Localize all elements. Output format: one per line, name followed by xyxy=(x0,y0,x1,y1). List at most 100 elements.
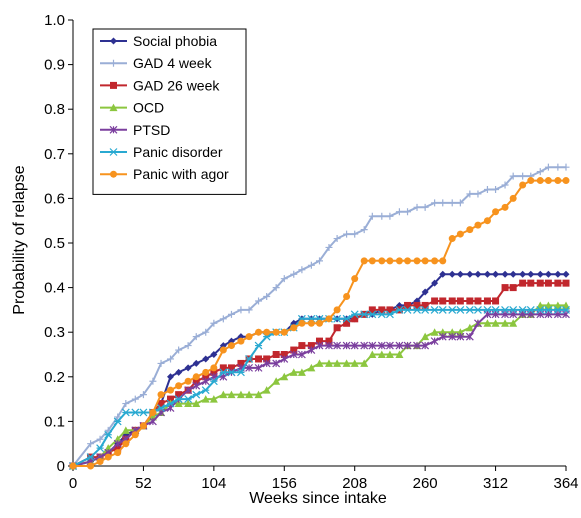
data-point-gad-4-week xyxy=(255,297,263,305)
data-point-gad-26-week xyxy=(448,297,456,305)
data-point-gad-4-week xyxy=(466,190,474,198)
data-point-gad-26-week xyxy=(431,297,439,305)
data-point-panic-with-agor xyxy=(280,328,288,336)
data-point-panic-with-agor xyxy=(413,257,421,265)
x-tick-label: 104 xyxy=(201,475,226,492)
data-point-social-phobia xyxy=(536,270,544,278)
data-point-gad-26-week xyxy=(404,301,412,309)
data-point-gad-26-week xyxy=(474,297,482,305)
data-point-social-phobia xyxy=(501,270,509,278)
data-point-panic-disorder xyxy=(544,305,553,314)
data-point-panic-with-agor xyxy=(554,177,562,185)
data-point-ptsd xyxy=(438,332,447,341)
data-point-gad-4-week xyxy=(227,310,235,318)
data-point-ptsd xyxy=(245,363,253,372)
data-point-gad-4-week xyxy=(386,212,394,220)
data-point-panic-disorder xyxy=(192,390,201,399)
data-point-panic-disorder xyxy=(166,399,175,408)
data-point-gad-26-week xyxy=(562,279,570,287)
data-point-gad-4-week xyxy=(333,235,341,243)
data-point-panic-with-agor xyxy=(175,382,183,390)
data-point-panic-disorder xyxy=(184,395,193,404)
data-point-ocd xyxy=(280,372,289,381)
data-point-ocd xyxy=(368,350,377,358)
data-point-gad-26-week xyxy=(192,377,200,385)
data-point-gad-26-week xyxy=(307,342,315,350)
data-point-panic-disorder xyxy=(536,305,545,314)
data-point-panic-with-agor xyxy=(343,293,351,301)
data-point-gad-26-week xyxy=(298,342,306,350)
data-point-gad-26-week xyxy=(280,351,288,358)
data-point-panic-disorder xyxy=(245,355,253,363)
data-point-panic-disorder xyxy=(518,305,527,314)
data-point-ptsd xyxy=(456,332,465,341)
data-point-ocd xyxy=(184,399,193,408)
data-point-gad-26-week xyxy=(167,395,175,403)
data-point-panic-with-agor xyxy=(69,462,77,470)
data-point-ptsd xyxy=(448,332,457,341)
data-point-panic-with-agor xyxy=(263,328,271,336)
data-point-panic-disorder xyxy=(421,305,430,314)
data-point-gad-4-week xyxy=(368,212,376,220)
data-point-ocd xyxy=(209,395,218,403)
data-point-gad-4-week xyxy=(395,208,403,216)
data-point-panic-disorder xyxy=(526,305,535,314)
series-line-social-phobia xyxy=(72,273,566,467)
data-point-social-phobia xyxy=(492,270,500,278)
series-layer xyxy=(69,163,570,470)
data-point-ocd xyxy=(245,390,254,399)
data-point-social-phobia xyxy=(527,270,535,278)
data-point-ptsd xyxy=(474,319,482,328)
data-point-panic-disorder xyxy=(377,310,386,319)
data-point-ptsd xyxy=(148,417,157,426)
legend-item-panic-disorder: Panic disorder xyxy=(100,144,223,160)
data-point-social-phobia xyxy=(509,270,517,278)
y-tick-label: 0.9 xyxy=(44,57,65,74)
data-point-social-phobia xyxy=(483,270,491,278)
data-point-panic-with-agor xyxy=(210,364,218,372)
data-point-gad-4-week xyxy=(192,333,200,341)
data-point-panic-with-agor xyxy=(368,257,376,265)
data-point-panic-with-agor xyxy=(139,422,147,430)
data-point-panic-with-agor xyxy=(325,315,333,323)
legend-swatch-marker xyxy=(110,37,117,45)
data-point-panic-disorder xyxy=(174,395,183,404)
data-point-gad-4-week xyxy=(210,319,218,327)
x-tick-label: 208 xyxy=(342,475,367,492)
data-point-gad-26-week xyxy=(219,364,227,372)
series-line-ocd xyxy=(72,304,566,467)
data-point-social-phobia xyxy=(202,355,210,363)
data-point-ptsd xyxy=(350,341,359,350)
data-point-gad-4-week xyxy=(509,172,517,180)
data-point-gad-4-week xyxy=(139,391,147,399)
y-tick-label: 0.4 xyxy=(44,280,65,297)
data-point-gad-26-week xyxy=(272,351,280,358)
data-point-ptsd xyxy=(192,381,201,390)
data-point-ptsd xyxy=(280,355,289,363)
data-point-ptsd xyxy=(403,341,412,350)
data-point-social-phobia xyxy=(466,270,474,278)
data-point-ocd xyxy=(333,359,342,367)
y-tick-label: 0.8 xyxy=(44,101,65,118)
data-point-ptsd xyxy=(395,341,404,350)
data-point-ptsd xyxy=(413,341,421,350)
data-point-gad-4-week xyxy=(96,435,104,443)
data-point-ptsd xyxy=(289,350,298,359)
data-point-panic-disorder xyxy=(157,404,165,412)
data-point-panic-with-agor xyxy=(395,257,403,265)
data-point-gad-4-week xyxy=(439,199,447,207)
data-point-gad-4-week xyxy=(351,230,359,238)
y-tick-label: 0.6 xyxy=(44,190,65,207)
data-point-gad-26-week xyxy=(519,279,527,287)
data-point-gad-26-week xyxy=(536,279,544,287)
data-point-ptsd xyxy=(325,341,333,350)
data-point-panic-disorder xyxy=(131,408,140,417)
data-point-ptsd xyxy=(254,363,263,372)
data-point-ocd xyxy=(227,390,236,399)
data-point-social-phobia xyxy=(562,270,570,278)
y-tick-label: 0.7 xyxy=(44,146,65,163)
data-point-gad-4-week xyxy=(378,212,386,220)
data-point-ptsd xyxy=(430,337,439,346)
data-point-panic-with-agor xyxy=(307,319,315,327)
data-point-panic-disorder xyxy=(491,305,500,314)
